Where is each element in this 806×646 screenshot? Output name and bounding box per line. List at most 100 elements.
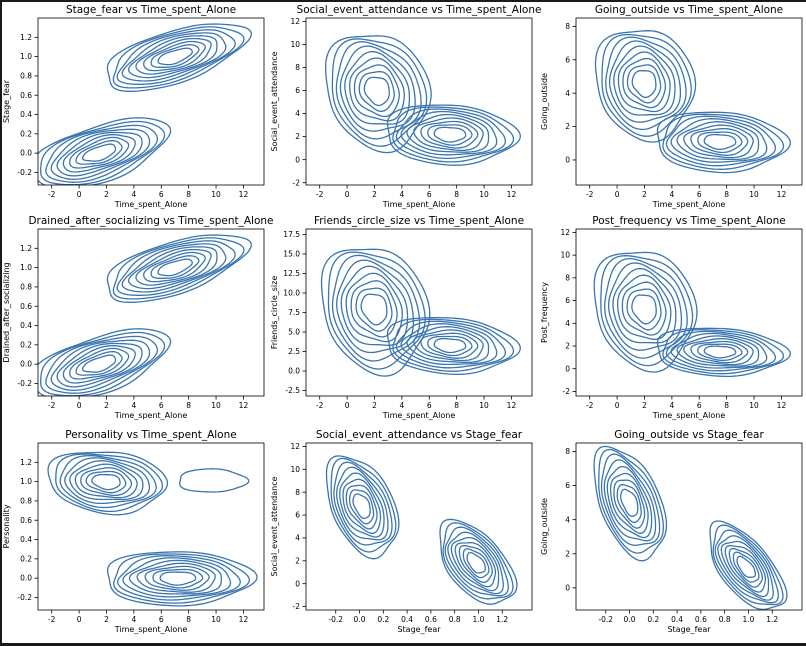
chart-8-blob-0-level-4 xyxy=(606,465,653,539)
chart-0-blob-0-level-2 xyxy=(45,124,159,183)
chart-3-blob-1-level-6 xyxy=(143,251,206,283)
chart-1-xtick-label-6: 10 xyxy=(479,190,489,199)
chart-6-xtick-label-1: 0 xyxy=(77,615,82,624)
chart-2-ytick-label-1: 2 xyxy=(565,122,570,131)
chart-5-blob-1-level-1 xyxy=(662,329,785,375)
chart-4-xtick-label-4: 6 xyxy=(427,401,432,410)
chart-0-ytick-label-3: 0.4 xyxy=(20,110,32,119)
chart-5-xtick-label-5: 8 xyxy=(724,401,729,410)
chart-0-blob-0-level-4 xyxy=(56,131,143,177)
chart-5-xtick-label-7: 12 xyxy=(777,401,787,410)
chart-6-blob-1-level-0 xyxy=(106,551,258,607)
chart-3-ylabel: Drained_after_socializing xyxy=(2,262,11,362)
chart-0-ylabel: Stage_fear xyxy=(2,79,11,123)
chart-8-blob-0-level-0 xyxy=(593,445,668,562)
chart-4-blob-1-level-0 xyxy=(386,317,521,376)
chart-0-blob-1-level-4 xyxy=(127,35,218,79)
panel-personality-vs-time-alone: Personality vs Time_spent_Alone -2 0 2 4 6 8 10… xyxy=(2,429,265,634)
chart-2-blob-0-level-1 xyxy=(601,33,692,137)
chart-4-blob-1-level-6 xyxy=(420,332,479,359)
chart-3-blob-1-level-1 xyxy=(112,237,245,300)
chart-5-title: Post_frequency vs Time_spent_Alone xyxy=(592,215,785,227)
chart-3-blob-0-level-7 xyxy=(75,350,123,376)
chart-5-blob-0-level-1 xyxy=(600,255,694,367)
chart-4-ytick-label-5: 10.0 xyxy=(283,289,300,298)
chart-5-xtick-label-3: 4 xyxy=(669,401,674,410)
chart-2-blob-1-level-4 xyxy=(676,121,760,161)
chart-5-blob-0-level-3 xyxy=(607,262,683,351)
chart-7-ytick-label-7: 12 xyxy=(290,442,300,451)
chart-0-ytick-label-7: 1.2 xyxy=(20,33,32,42)
chart-0-blob-0-level-0 xyxy=(38,117,172,185)
chart-3-blob-1-level-2 xyxy=(116,240,236,296)
chart-8-frame xyxy=(575,442,803,611)
chart-8-ytick-label-4: 8 xyxy=(565,447,570,456)
chart-3-xtick-label-0: -2 xyxy=(48,401,56,410)
panel-post-frequency-vs-time-alone: Post_frequency vs Time_spent_Alone -2 0 2 4 6… xyxy=(540,215,803,420)
chart-6-frame xyxy=(37,442,265,611)
chart-6-ytick-label-1: 0.0 xyxy=(20,574,32,583)
chart-7-blob-1-level-6 xyxy=(458,544,493,583)
chart-1-blob-1-level-8 xyxy=(433,126,467,143)
chart-4-ytick-label-6: 12.5 xyxy=(283,269,300,278)
chart-5-blob-1-level-6 xyxy=(690,340,749,364)
chart-8-xtick-label-2: 0.2 xyxy=(647,615,659,624)
chart-0-blob-1-level-0 xyxy=(106,23,252,92)
panel-friends-circle-vs-time-alone: Friends_circle_size vs Time_spent_Alone -… xyxy=(270,215,533,420)
chart-0-ytick-label-4: 0.6 xyxy=(20,91,32,100)
chart-7-ytick-label-6: 10 xyxy=(290,465,300,474)
chart-5-ytick-label-4: 6 xyxy=(565,296,570,305)
chart-7-blob-1-level-1 xyxy=(442,522,514,600)
chart-8-blob-0-level-3 xyxy=(603,459,657,542)
chart-4-ylabel: Friends_circle_size xyxy=(270,276,279,350)
panel-stage-fear-vs-time-alone: Stage_fear vs Time_spent_Alone -2 0 2 4 6 8 10 1… xyxy=(2,4,265,209)
chart-5-ytick-label-5: 8 xyxy=(565,273,570,282)
chart-8-blob-0-level-5 xyxy=(609,472,649,534)
chart-0-blob-0-level-5 xyxy=(62,133,136,173)
chart-5-xtick-label-1: 0 xyxy=(615,401,620,410)
chart-8-blob-1-level-1 xyxy=(712,524,784,606)
chart-7-contours xyxy=(325,455,518,605)
chart-7-xtick-label-5: 0.8 xyxy=(449,615,461,624)
chart-2-ytick-label-2: 4 xyxy=(565,89,570,98)
chart-5-blob-1-level-4 xyxy=(676,335,760,367)
chart-1-ytick-label-4: 6 xyxy=(295,86,300,95)
chart-4-ytick-label-0: -2.5 xyxy=(285,386,300,395)
chart-1-blob-1-level-5 xyxy=(413,117,484,152)
chart-1-frame xyxy=(305,17,533,186)
chart-7-title: Social_event_attendance vs Stage_fear xyxy=(316,429,523,441)
chart-3-ytick-label-7: 1.2 xyxy=(20,244,32,253)
chart-1-xlabel: Time_spent_Alone xyxy=(382,200,456,209)
chart-1-ylabel: Social_event_attendance xyxy=(270,51,279,151)
chart-6-blob-0-level-7 xyxy=(85,470,127,494)
chart-3-blob-1-level-3 xyxy=(121,243,227,293)
chart-6-blob-0-level-4 xyxy=(69,460,144,501)
chart-1-blob-1-level-7 xyxy=(427,124,473,146)
chart-1-xtick-label-4: 6 xyxy=(427,190,432,199)
chart-6-blob-0-level-6 xyxy=(80,467,133,497)
chart-1-xtick-label-3: 4 xyxy=(399,190,404,199)
chart-3-ytick-label-1: 0.0 xyxy=(20,360,32,369)
chart-4-ytick-label-7: 15.0 xyxy=(283,250,300,259)
chart-6-ytick-label-3: 0.4 xyxy=(20,535,32,544)
chart-6-xlabel: Time_spent_Alone xyxy=(114,625,188,634)
chart-7-xtick-label-4: 0.6 xyxy=(425,615,437,624)
chart-1-blob-1-level-3 xyxy=(400,110,498,156)
chart-2-xtick-label-2: 2 xyxy=(642,190,647,199)
chart-7-blob-0-level-1 xyxy=(330,457,397,553)
chart-4-blob-1-level-1 xyxy=(392,318,515,372)
chart-8-blob-0-level-8 xyxy=(620,488,639,518)
chart-3-blob-0-level-5 xyxy=(62,344,136,384)
chart-3-blob-1-level-8 xyxy=(157,258,193,277)
chart-0-ytick-label-6: 1.0 xyxy=(20,52,32,61)
chart-6-blob-0-level-3 xyxy=(64,457,151,505)
chart-4-blob-0-level-6 xyxy=(350,280,398,338)
chart-6-xtick-label-5: 8 xyxy=(186,615,191,624)
chart-5-blob-1-level-7 xyxy=(697,343,743,362)
chart-4-blob-0-level-7 xyxy=(355,287,393,332)
chart-4-xtick-label-1: 0 xyxy=(345,401,350,410)
chart-6-blob-0-level-5 xyxy=(74,463,138,499)
chart-3-blob-1-level-4 xyxy=(127,246,218,290)
chart-3-xtick-label-7: 12 xyxy=(239,401,249,410)
chart-1-blob-0-level-8 xyxy=(363,76,390,107)
